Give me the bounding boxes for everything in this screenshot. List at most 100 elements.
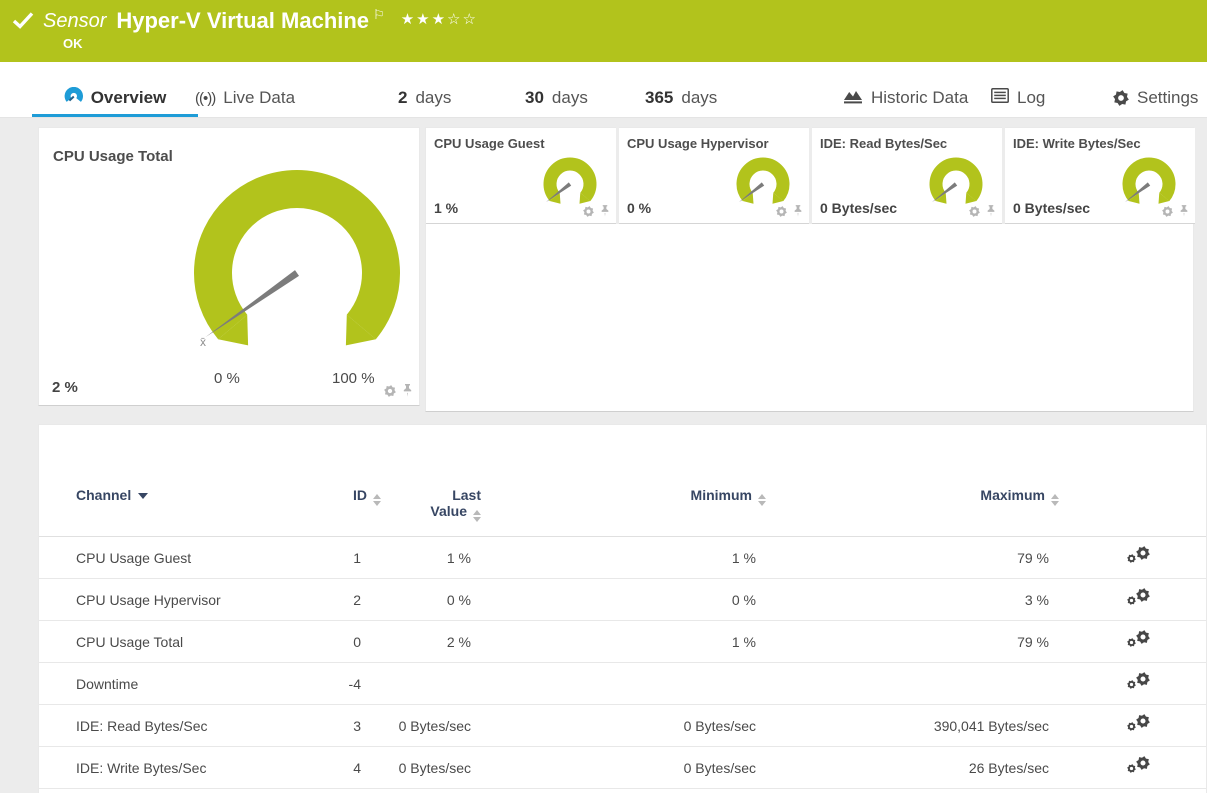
sort-icon [1051, 494, 1059, 506]
tab-settings[interactable]: Settings [1113, 84, 1198, 112]
gauge-current-value: 0 Bytes/sec [1013, 200, 1091, 216]
gauge-panel-ide-write[interactable]: IDE: Write Bytes/Sec 0 Bytes/sec [1005, 128, 1195, 224]
column-header-last-value[interactable]: Last Value [430, 487, 481, 522]
gauge-title: IDE: Read Bytes/Sec [820, 136, 948, 151]
channels-table: Channel ID Last Value Minimum Maximum CP… [38, 424, 1207, 793]
table-row: CPU Usage Total 0 2 % 1 % 79 % [39, 621, 1206, 663]
gauge-current-value: 0 % [627, 200, 652, 216]
gauge-title: CPU Usage Total [53, 148, 173, 165]
sort-caret-icon [138, 493, 149, 499]
table-row: CPU Usage Guest 1 1 % 1 % 79 % [39, 537, 1206, 579]
sort-icon [473, 510, 481, 522]
flag-icon[interactable]: ⚐ [373, 7, 385, 22]
ide-write-gauge [1122, 157, 1176, 204]
channel-id: 4 [353, 759, 361, 776]
gauge-icon [64, 86, 83, 109]
channel-settings-icon[interactable] [1127, 546, 1150, 566]
channel-maximum: 26 Bytes/sec [968, 759, 1049, 776]
channel-minimum: 0 % [731, 591, 756, 608]
average-marker: x̄ [200, 335, 206, 349]
sort-icon [373, 494, 381, 506]
column-header-id[interactable]: ID [353, 487, 381, 506]
gauge-pin-icon[interactable] [986, 205, 996, 217]
channel-name: CPU Usage Hypervisor [76, 591, 221, 608]
column-header-minimum[interactable]: Minimum [691, 487, 766, 506]
settings-gear-icon [1113, 90, 1129, 106]
channel-minimum: 1 % [731, 633, 756, 650]
table-row: IDE: Read Bytes/Sec 3 0 Bytes/sec 0 Byte… [39, 705, 1206, 747]
channel-name: IDE: Read Bytes/Sec [76, 717, 208, 734]
gauge-pin-icon[interactable] [1179, 205, 1189, 217]
tab-30-days[interactable]: 30 days [525, 88, 588, 107]
gauge-gear-icon[interactable] [776, 205, 787, 217]
cpu-guest-gauge [543, 157, 597, 204]
ide-read-gauge [929, 157, 983, 204]
channel-minimum: 1 % [731, 549, 756, 566]
channel-settings-icon[interactable] [1127, 630, 1150, 650]
sort-icon [758, 494, 766, 506]
channel-id: 3 [353, 717, 361, 734]
sensor-name: Hyper-V Virtual Machine [116, 8, 370, 33]
gauge-panel-cpu-usage-hypervisor[interactable]: CPU Usage Hypervisor 0 % [619, 128, 809, 224]
channel-name: Downtime [76, 675, 139, 692]
tab-bar: Overview ((•)) Live Data 2 days 30 days … [0, 62, 1207, 118]
channel-name: CPU Usage Total [76, 633, 184, 650]
gauge-pin-icon[interactable] [600, 205, 610, 217]
cpu-hypervisor-gauge [736, 157, 790, 204]
channel-id: 0 [353, 633, 361, 650]
gauge-max-label: 100 % [332, 370, 375, 387]
channel-minimum: 0 Bytes/sec [683, 759, 756, 776]
table-row: IDE: Write Bytes/Sec 4 0 Bytes/sec 0 Byt… [39, 747, 1206, 789]
cpu-total-gauge [194, 169, 400, 346]
channel-settings-icon[interactable] [1127, 714, 1150, 734]
channel-last-value: 0 % [446, 591, 471, 608]
gauge-gear-icon[interactable] [969, 205, 980, 217]
tab-live-data[interactable]: ((•)) Live Data [195, 88, 296, 107]
gauge-pin-icon[interactable] [402, 384, 413, 397]
channel-name: IDE: Write Bytes/Sec [76, 759, 207, 776]
sensor-status-bar: Sensor Hyper-V Virtual Machine ⚐ ★★★☆☆ O… [0, 0, 1207, 62]
sensor-type-label: Sensor [43, 10, 107, 32]
channel-last-value: 1 % [446, 549, 471, 566]
gauge-pin-icon[interactable] [793, 205, 803, 217]
gauge-title: CPU Usage Hypervisor [627, 136, 769, 151]
historic-chart-icon [843, 88, 863, 109]
tab-2-days[interactable]: 2 days [398, 88, 452, 107]
channel-id: 1 [353, 549, 361, 566]
tab-overview[interactable]: Overview [32, 84, 198, 112]
gauge-panel-ide-read[interactable]: IDE: Read Bytes/Sec 0 Bytes/sec [812, 128, 1002, 224]
live-data-icon: ((•)) [195, 89, 216, 107]
channel-id: -4 [348, 675, 361, 692]
panel-gap [1002, 127, 1005, 224]
status-ok-check-icon [12, 12, 34, 34]
channel-settings-icon[interactable] [1127, 672, 1150, 692]
panel-gap [809, 127, 812, 224]
tab-log[interactable]: Log [991, 84, 1045, 112]
column-header-channel[interactable]: Channel [76, 487, 316, 503]
status-badge: OK [63, 36, 83, 51]
gauge-gear-icon[interactable] [384, 384, 396, 397]
channel-id: 2 [353, 591, 361, 608]
gauge-panel-cpu-usage-total[interactable]: CPU Usage Total x̄ 0 % 100 % 2 % [38, 127, 420, 406]
gauge-current-value: 0 Bytes/sec [820, 200, 898, 216]
gauge-panel-cpu-usage-guest[interactable]: CPU Usage Guest 1 % [426, 128, 616, 224]
channel-settings-icon[interactable] [1127, 588, 1150, 608]
column-header-maximum[interactable]: Maximum [980, 487, 1059, 506]
gauge-current-value: 1 % [434, 200, 459, 216]
tab-historic-data[interactable]: Historic Data [843, 84, 968, 112]
channel-minimum: 0 Bytes/sec [683, 717, 756, 734]
table-row: CPU Usage Hypervisor 2 0 % 0 % 3 % [39, 579, 1206, 621]
log-list-icon [991, 88, 1009, 108]
table-row: Downtime -4 [39, 663, 1206, 705]
gauge-gear-icon[interactable] [1162, 205, 1173, 217]
gauge-current-value: 2 % [52, 379, 78, 396]
priority-stars[interactable]: ★★★☆☆ [400, 11, 478, 28]
channel-last-value: 0 Bytes/sec [398, 759, 471, 776]
gauge-gear-icon[interactable] [583, 205, 594, 217]
gauge-title: CPU Usage Guest [434, 136, 545, 151]
gauge-title: IDE: Write Bytes/Sec [1013, 136, 1141, 151]
panel-gap [616, 127, 619, 224]
small-gauges-section: CPU Usage Guest 1 % CPU Usage Hypervisor… [425, 127, 1195, 412]
channel-settings-icon[interactable] [1127, 756, 1150, 776]
tab-365-days[interactable]: 365 days [645, 88, 718, 107]
